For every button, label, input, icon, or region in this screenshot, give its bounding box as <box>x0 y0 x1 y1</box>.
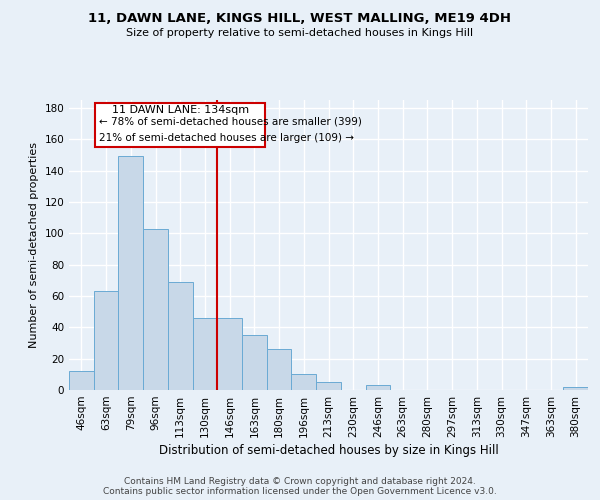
Text: 11, DAWN LANE, KINGS HILL, WEST MALLING, ME19 4DH: 11, DAWN LANE, KINGS HILL, WEST MALLING,… <box>89 12 511 26</box>
Bar <box>563 387 588 390</box>
Bar <box>217 318 242 390</box>
Bar <box>193 318 217 390</box>
Y-axis label: Number of semi-detached properties: Number of semi-detached properties <box>29 142 39 348</box>
Bar <box>118 156 143 390</box>
Text: Size of property relative to semi-detached houses in Kings Hill: Size of property relative to semi-detach… <box>127 28 473 38</box>
Text: Contains public sector information licensed under the Open Government Licence v3: Contains public sector information licen… <box>103 487 497 496</box>
Bar <box>242 335 267 390</box>
Text: Contains HM Land Registry data © Crown copyright and database right 2024.: Contains HM Land Registry data © Crown c… <box>124 477 476 486</box>
Bar <box>316 382 341 390</box>
Text: 11 DAWN LANE: 134sqm: 11 DAWN LANE: 134sqm <box>112 106 249 116</box>
X-axis label: Distribution of semi-detached houses by size in Kings Hill: Distribution of semi-detached houses by … <box>158 444 499 457</box>
Bar <box>365 386 390 390</box>
Bar <box>143 228 168 390</box>
Bar <box>94 291 118 390</box>
Bar <box>69 371 94 390</box>
Bar <box>267 349 292 390</box>
Text: 21% of semi-detached houses are larger (109) →: 21% of semi-detached houses are larger (… <box>98 132 353 142</box>
Bar <box>292 374 316 390</box>
Bar <box>168 282 193 390</box>
FancyBboxPatch shape <box>95 103 265 147</box>
Text: ← 78% of semi-detached houses are smaller (399): ← 78% of semi-detached houses are smalle… <box>98 117 362 127</box>
